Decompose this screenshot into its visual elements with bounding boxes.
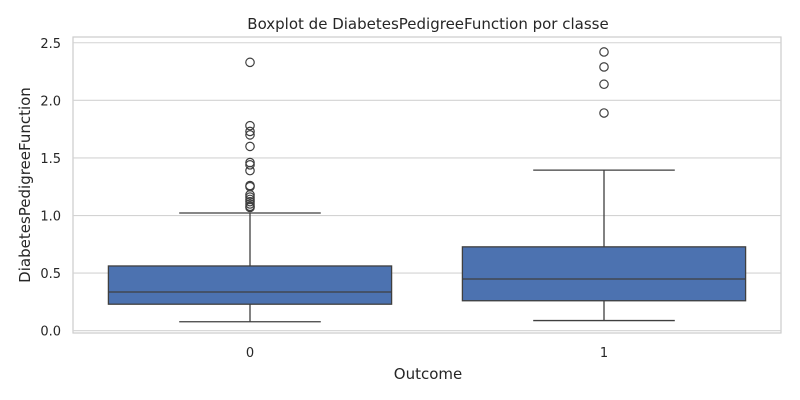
- y-tick-label: 1.5: [40, 152, 61, 167]
- outlier-point: [599, 47, 609, 57]
- chart-title: Boxplot de DiabetesPedigreeFunction por …: [247, 15, 608, 33]
- y-tick-label: 2.0: [40, 94, 61, 109]
- outlier-point: [599, 108, 609, 118]
- box-iqr: [461, 246, 747, 302]
- y-tick-label: 2.5: [40, 37, 61, 52]
- y-axis-title: DiabetesPedigreeFunction: [16, 87, 34, 283]
- box-group-0: [107, 57, 393, 323]
- outlier-point: [245, 157, 255, 168]
- outlier-point: [245, 141, 255, 152]
- outlier-point: [245, 120, 255, 131]
- outlier-point: [599, 79, 609, 90]
- outlier-point: [245, 180, 255, 191]
- box-group-1: [461, 47, 747, 322]
- box-iqr: [107, 265, 393, 305]
- x-axis-title: Outcome: [394, 365, 462, 383]
- outlier-point: [245, 57, 255, 68]
- y-axis-ticks: 0.0 0.5 1.0 1.5 2.0 2.5: [40, 37, 61, 340]
- boxes: [107, 47, 747, 323]
- x-tick-label: 0: [246, 346, 254, 361]
- y-tick-label: 0.5: [40, 267, 61, 282]
- outlier-point: [245, 126, 255, 137]
- outlier-point: [599, 62, 609, 72]
- y-tick-label: 0.0: [40, 325, 61, 340]
- x-tick-label: 1: [600, 346, 608, 361]
- y-tick-label: 1.0: [40, 210, 61, 225]
- outlier-point: [245, 130, 255, 140]
